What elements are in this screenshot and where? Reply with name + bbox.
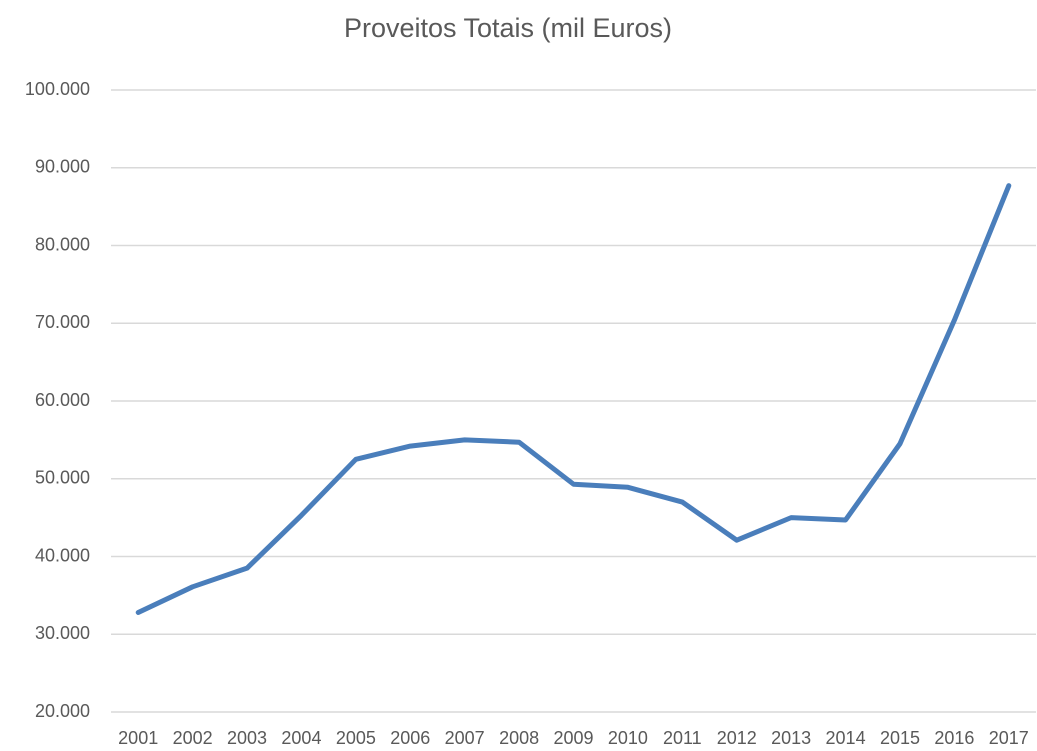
y-tick-label: 30.000 — [35, 623, 90, 643]
x-tick-label: 2005 — [336, 728, 376, 748]
x-tick-label: 2007 — [445, 728, 485, 748]
x-tick-label: 2010 — [608, 728, 648, 748]
y-tick-label: 70.000 — [35, 312, 90, 332]
x-tick-label: 2002 — [173, 728, 213, 748]
x-tick-label: 2006 — [390, 728, 430, 748]
x-tick-label: 2008 — [499, 728, 539, 748]
y-tick-label: 100.000 — [25, 79, 90, 99]
y-tick-label: 90.000 — [35, 157, 90, 177]
data-line — [135, 183, 1012, 615]
x-tick-label: 2016 — [934, 728, 974, 748]
x-tick-label: 2012 — [717, 728, 757, 748]
y-tick-label: 50.000 — [35, 468, 90, 488]
y-tick-label: 80.000 — [35, 234, 90, 254]
x-tick-label: 2013 — [771, 728, 811, 748]
x-tick-label: 2017 — [989, 728, 1029, 748]
x-tick-label: 2014 — [826, 728, 866, 748]
chart-title: Proveitos Totais (mil Euros) — [344, 13, 672, 43]
y-tick-label: 20.000 — [35, 701, 90, 721]
x-tick-label: 2001 — [118, 728, 158, 748]
y-tick-label: 40.000 — [35, 545, 90, 565]
y-tick-label: 60.000 — [35, 390, 90, 410]
x-tick-label: 2009 — [553, 728, 593, 748]
x-tick-label: 2004 — [281, 728, 321, 748]
x-tick-label: 2011 — [663, 728, 702, 748]
x-tick-label: 2015 — [880, 728, 920, 748]
x-tick-label: 2003 — [227, 728, 267, 748]
